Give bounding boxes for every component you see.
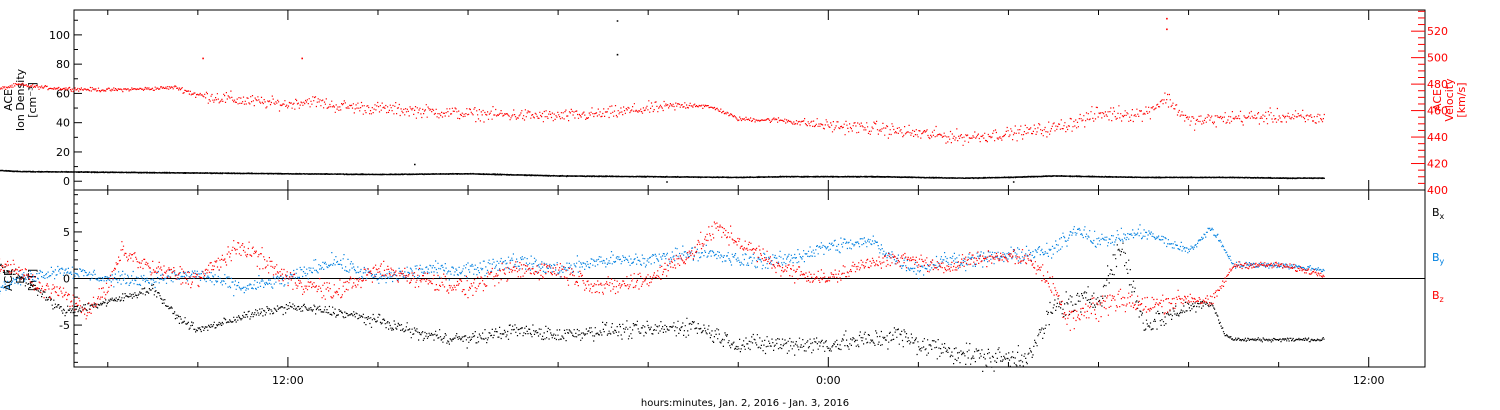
velocity-axis-tick-label-460: 460 [1427,105,1448,118]
time-axis: 12:00 0:00 12:00 [107,10,1385,387]
plasma-panel-frame [73,9,1426,191]
x-tick-label-1200: 12:00 [1353,374,1385,387]
density-axis-title-line-1: Ion Density [14,68,27,131]
density-axis-tick-label-60: 60 [56,87,70,100]
field-series-by [0,224,1325,297]
density-axis-tick-label-20: 20 [56,146,70,159]
field-legend: Bx By Bz [1432,206,1445,304]
field-axis-title-line-1: B [14,276,27,284]
velocity-axis-tick-label-440: 440 [1427,131,1448,144]
velocity-axis-tick-label-420: 420 [1427,158,1448,171]
density-axis-tick-label-100: 100 [49,29,70,42]
legend-entry-bz: Bz [1432,289,1444,304]
density-axis-tick-label-40: 40 [56,117,70,130]
velocity-axis-tick-label-500: 500 [1427,52,1448,65]
velocity-axis-tick-label-400: 400 [1427,184,1448,197]
legend-entry-by: By [1432,251,1445,266]
density-axis-tick-label-0: 0 [63,175,70,188]
field-axis-tick-label--5: -5 [59,319,70,332]
field-axis-tick-label-5: 5 [63,226,70,239]
x-axis-title: hours:minutes, Jan. 2, 2016 - Jan. 3, 20… [641,398,849,409]
field-axis-tick-label-0: 0 [63,273,70,286]
velocity-series [0,17,1325,146]
density-axis-tick-label-80: 80 [56,58,70,71]
velocity-axis-tick-label-520: 520 [1427,25,1448,38]
velocity-axis-tick-label-480: 480 [1427,78,1448,91]
legend-entry-bx: Bx [1432,206,1445,221]
velocity-axis-title-line-0: ACE [1431,89,1444,111]
density-axis-title-line-0: ACE [2,89,15,111]
velocity-axis-title-line-2: [km/s] [1455,82,1468,117]
velocity-axis-title-line-1: Velocity [1443,78,1456,122]
field-series-bx [0,242,1325,372]
density-series [0,20,1325,183]
x-tick-label-000: 0:00 [816,374,841,387]
x-tick-label-1200: 12:00 [272,374,304,387]
density-axis-title-line-2: [cm⁻³] [26,82,39,118]
field-axis-title-line-0: ACE [2,269,15,291]
